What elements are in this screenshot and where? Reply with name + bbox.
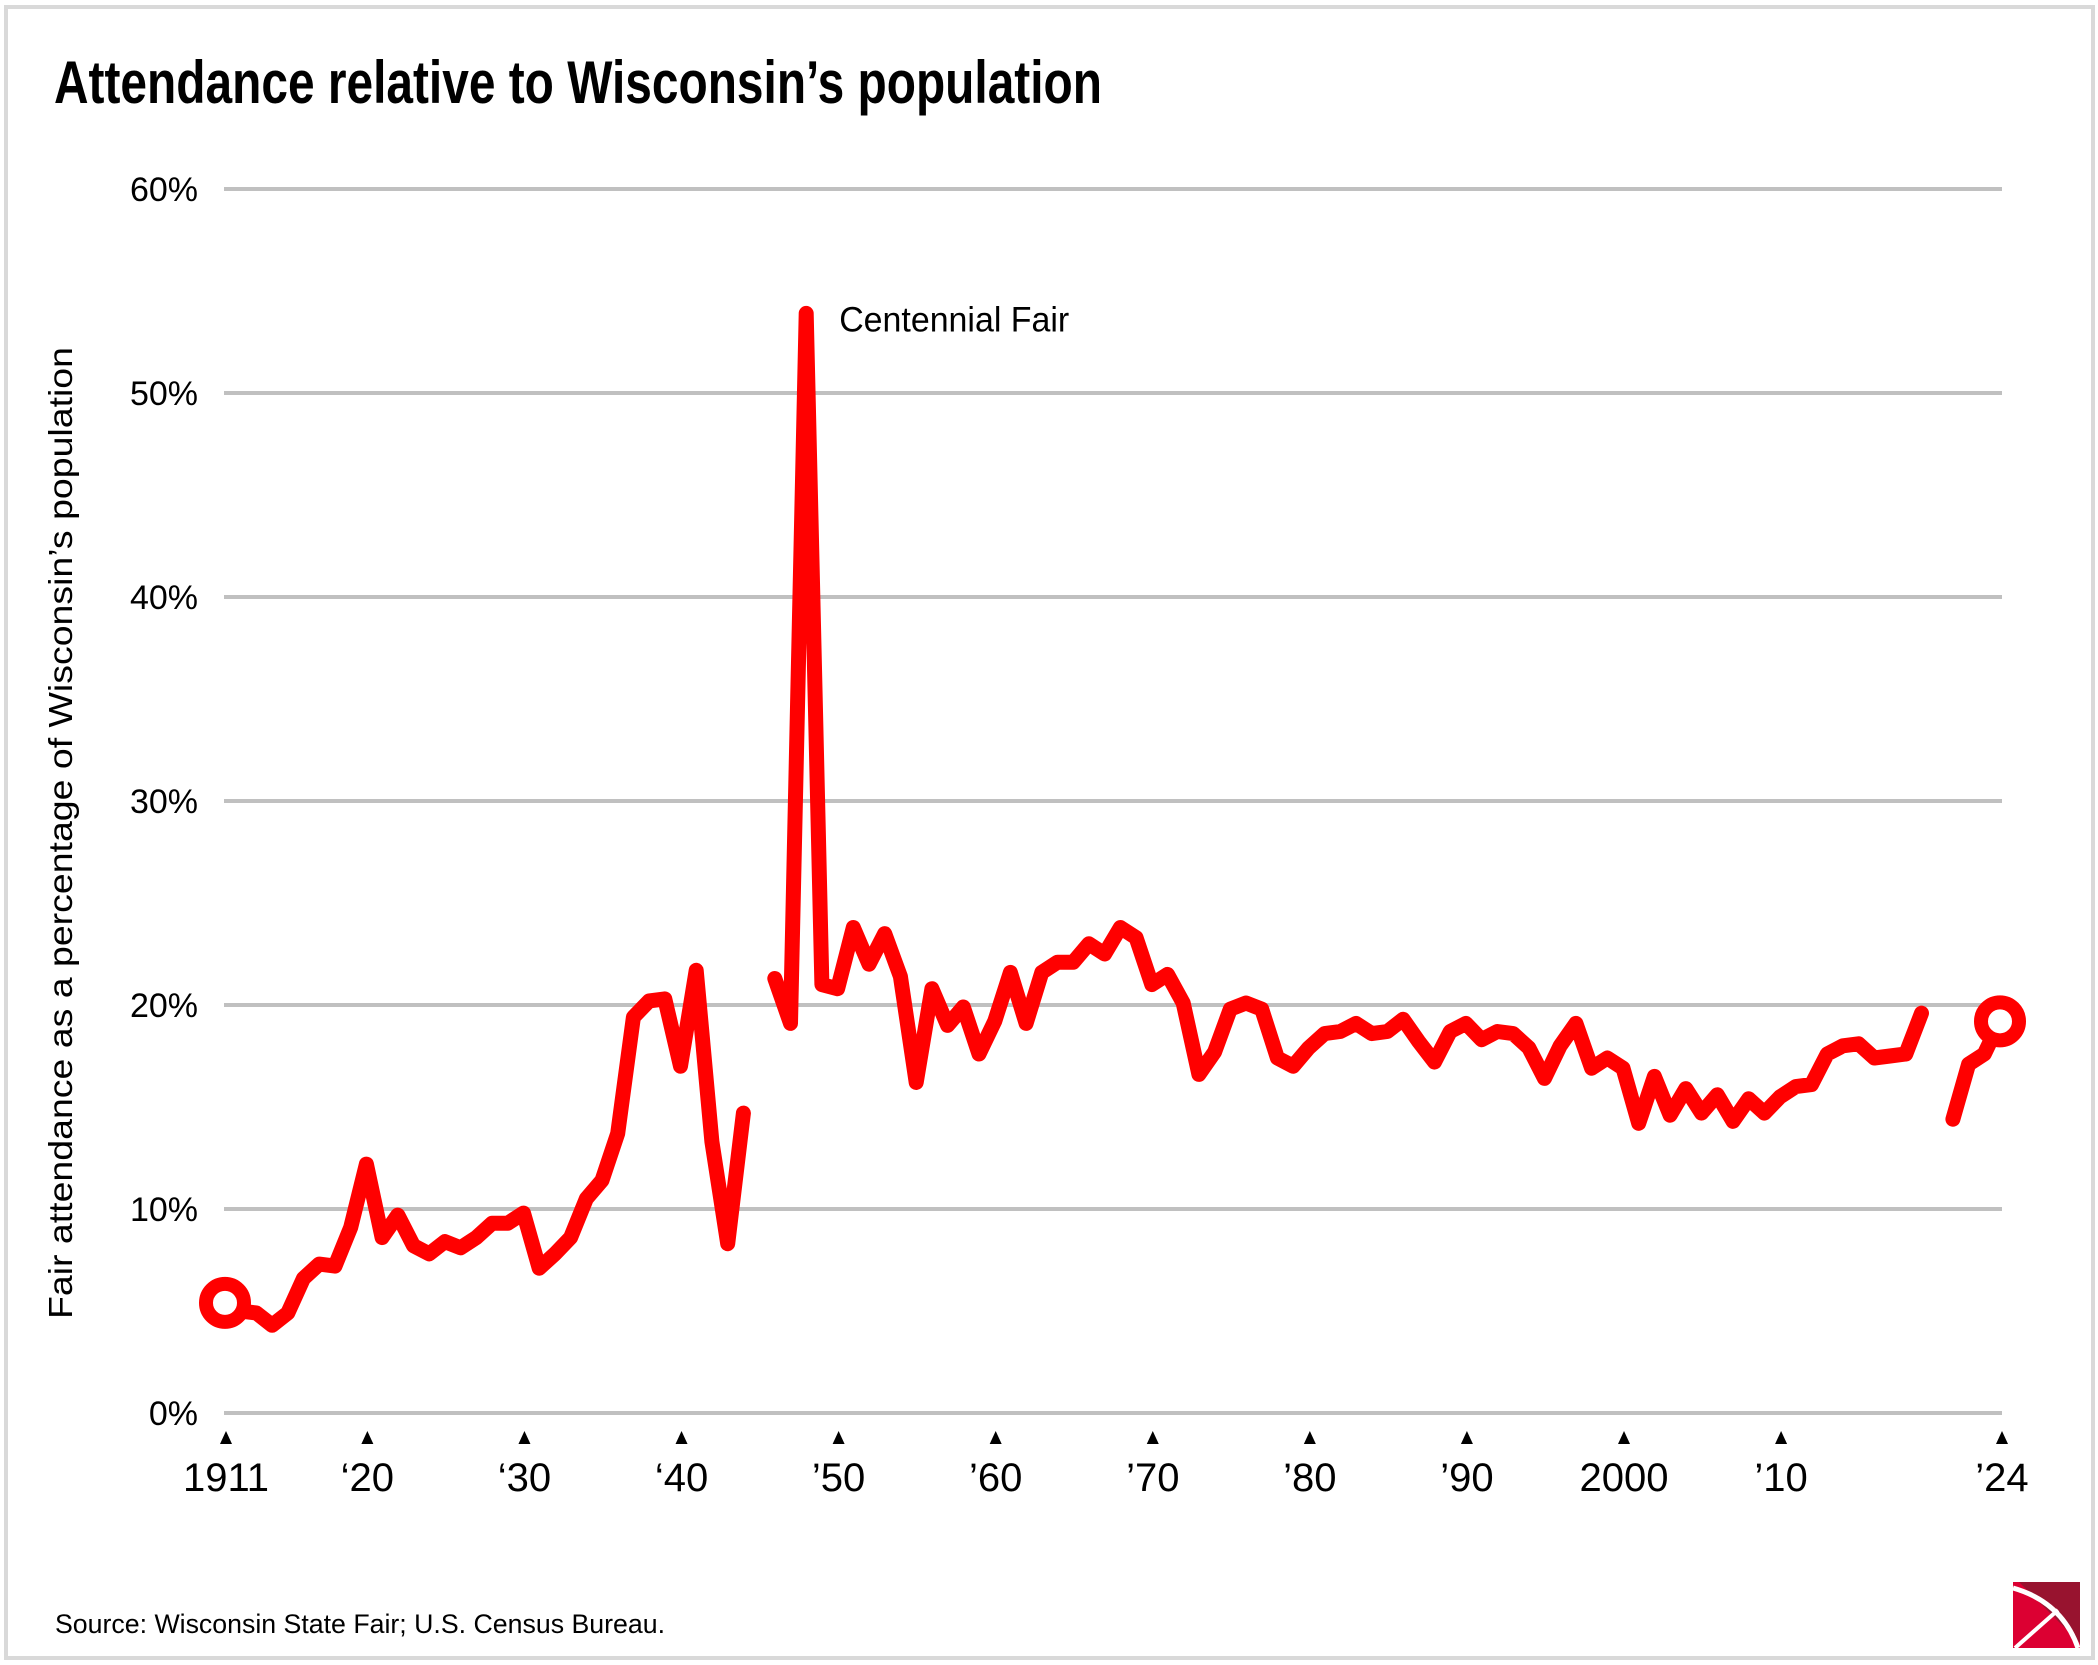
y-tick-label: 20% xyxy=(130,987,198,1025)
x-tick-marker xyxy=(220,1431,232,1444)
x-tick-marker xyxy=(675,1431,688,1444)
chart-title: Attendance relative to Wisconsin’s popul… xyxy=(54,49,1102,116)
y-tick-label: 0% xyxy=(149,1395,198,1433)
publisher-logo xyxy=(2012,1582,2081,1650)
x-tick-label: ‘20 xyxy=(341,1456,394,1500)
x-tick-label: ’50 xyxy=(812,1456,865,1500)
x-tick-label: 1911 xyxy=(183,1456,269,1500)
x-tick-label: ’24 xyxy=(1975,1456,2028,1500)
x-tick-label: ’80 xyxy=(1283,1456,1336,1500)
x-tick-marker xyxy=(1775,1431,1788,1444)
x-tick-marker xyxy=(832,1431,845,1444)
logo-handle-stroke xyxy=(2013,1608,2060,1650)
y-tick-label: 30% xyxy=(130,783,198,821)
x-tick-label: ‘40 xyxy=(655,1456,708,1500)
x-tick-marker xyxy=(361,1431,374,1444)
annotations: Centennial Fair xyxy=(839,300,1069,339)
annotation-label: Centennial Fair xyxy=(839,300,1069,339)
x-tick-label: 2000 xyxy=(1580,1456,1669,1500)
y-axis-label: Fair attendance as a percentage of Wisco… xyxy=(42,347,79,1319)
endpoint-marker xyxy=(1974,995,2026,1048)
line-segment-2 xyxy=(767,305,1929,1131)
x-tick-label: ’90 xyxy=(1440,1456,1493,1500)
logo-pick-stroke xyxy=(2012,1585,2081,1649)
chart-frame xyxy=(4,5,2095,1660)
y-tick-label: 50% xyxy=(130,375,198,413)
x-tick-label: ’10 xyxy=(1754,1456,1807,1500)
x-tick-marker xyxy=(518,1431,531,1444)
x-tick-marker xyxy=(1996,1431,2008,1444)
x-ticks: 1911 ‘20 ‘30 ‘40 ’50 ’60 ’70 ’80 ’90 2000 ’10 ’24 xyxy=(183,1431,2029,1500)
x-tick-label: ’60 xyxy=(969,1456,1022,1500)
x-tick-marker xyxy=(1146,1431,1159,1444)
endpoint-markers xyxy=(199,995,2026,1329)
x-tick-label: ’70 xyxy=(1126,1456,1179,1500)
endpoint-marker xyxy=(199,1276,251,1329)
y-tick-label: 60% xyxy=(130,171,198,209)
y-tick-labels: 0% 10% 20% 30% 40% 50% 60% xyxy=(130,171,198,1433)
line-segment-1 xyxy=(217,962,751,1333)
source-note: Source: Wisconsin State Fair; U.S. Censu… xyxy=(55,1609,665,1639)
x-tick-marker xyxy=(1303,1431,1316,1444)
x-tick-marker xyxy=(1618,1431,1631,1444)
series-line xyxy=(217,305,2008,1333)
x-tick-marker xyxy=(989,1431,1002,1444)
x-tick-marker xyxy=(1460,1431,1473,1444)
x-tick-label: ‘30 xyxy=(498,1456,551,1500)
y-tick-label: 40% xyxy=(130,579,198,617)
y-tick-label: 10% xyxy=(130,1191,198,1229)
